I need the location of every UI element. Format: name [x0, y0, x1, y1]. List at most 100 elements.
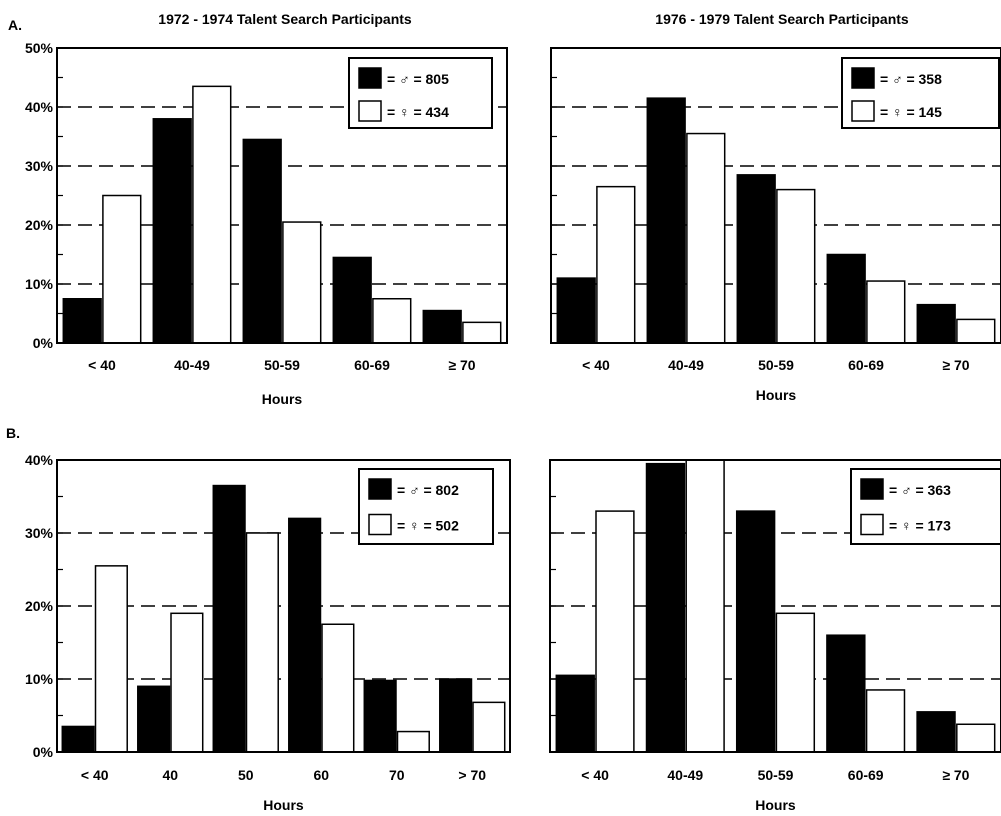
chart-1-ytick-label: 50%	[25, 40, 54, 56]
chart-2-xtick-label: 40-49	[668, 357, 704, 373]
chart-4-bar-female-5	[956, 723, 996, 753]
chart-1-title: 1972 - 1974 Talent Search Participants	[158, 11, 412, 27]
chart-2-xtick-label: ≥ 70	[942, 357, 969, 373]
chart-4-bar-male-3	[735, 510, 776, 753]
chart-3-ytick-label: 20%	[25, 598, 54, 614]
chart-3-bar-female-4	[321, 623, 355, 753]
chart-2-legend-label-male: = ♂ = 358	[880, 71, 942, 87]
chart-3-xtick-label: < 40	[81, 767, 109, 783]
chart-3-xtick-label: 50	[238, 767, 254, 783]
chart-1-xtick-label: < 40	[88, 357, 116, 373]
chart-3-bar-female-6	[472, 701, 506, 753]
chart-1-xlabel: Hours	[262, 391, 303, 407]
chart-4-bar-male-4	[826, 634, 866, 753]
chart-3-plot-frame	[56, 459, 511, 753]
chart-3-xtick-label: 70	[389, 767, 405, 783]
chart-3-bar-male-6	[439, 678, 473, 753]
chart-4-legend-label-male: = ♂ = 363	[889, 482, 951, 498]
chart-1-bar-female-1	[102, 194, 142, 344]
chart-4-bar-male-2	[645, 462, 686, 753]
chart-3-xtick-label: > 70	[458, 767, 486, 783]
chart-1-xtick-label: 40-49	[174, 357, 210, 373]
chart-3-bar-female-2	[170, 612, 204, 753]
chart-4-bar-male-5	[916, 711, 956, 753]
chart-3-bar-male-3	[212, 484, 246, 753]
chart-4-xtick-label: 40-49	[667, 767, 703, 783]
chart-3-bar-male-5	[363, 679, 397, 753]
chart-4-xtick-label: ≥ 70	[942, 767, 969, 783]
chart-2-bar-male-2	[646, 97, 686, 344]
chart-4-legend-swatch-male	[860, 478, 884, 500]
chart-2-bar-male-3	[736, 174, 776, 344]
chart-3-xlabel: Hours	[263, 797, 304, 813]
chart-4: < 40 40-49 50-59 60-69 ≥ 70 Hours = ♂ = 363 = ♀…	[549, 459, 1001, 813]
chart-3-bar-female-5	[396, 730, 430, 753]
chart-1-ytick-label: 20%	[25, 217, 54, 233]
chart-2-bar-male-1	[556, 277, 596, 344]
chart-4-xtick-label: 60-69	[848, 767, 884, 783]
chart-2-xlabel: Hours	[756, 387, 797, 403]
chart-4-legend-label-female: = ♀ = 173	[889, 518, 951, 534]
chart-1-plot-frame	[56, 47, 508, 344]
chart-1-ytick-label: 40%	[25, 99, 54, 115]
chart-2-title: 1976 - 1979 Talent Search Participants	[655, 11, 909, 27]
chart-3-legend-swatch-male	[368, 478, 392, 500]
chart-1-bar-male-4	[332, 256, 372, 344]
chart-3-ytick-label: 0%	[33, 744, 54, 760]
chart-4-xlabel: Hours	[755, 797, 796, 813]
chart-1-bar-female-2	[192, 85, 232, 344]
chart-3-legend-label-male: = ♂ = 802	[397, 482, 459, 498]
chart-1-ytick-label: 0%	[33, 335, 54, 351]
chart-3-xtick-label: 40	[162, 767, 178, 783]
chart-1-bar-female-5	[462, 321, 502, 344]
chart-2-bar-male-5	[916, 303, 956, 344]
chart-2-legend-label-female: = ♀ = 145	[880, 104, 942, 120]
chart-1-bar-male-5	[422, 309, 462, 344]
chart-2-legend-swatch-male	[851, 67, 875, 89]
chart-2-bar-female-2	[686, 132, 726, 344]
chart-4-bar-female-4	[865, 689, 906, 753]
chart-1-bar-male-3	[242, 138, 282, 344]
chart-3-bar-female-1	[94, 565, 128, 753]
chart-1-ytick-label: 10%	[25, 276, 54, 292]
chart-1-xtick-label: 60-69	[354, 357, 390, 373]
chart-3: < 40 40 50 60 70 > 70 0% 10% 20% 30% 40% Hours = ♂ =…	[25, 452, 511, 813]
chart-2-xtick-label: 60-69	[848, 357, 884, 373]
chart-4-plot-frame	[549, 459, 1001, 753]
chart-2-bar-female-1	[596, 185, 636, 344]
chart-2-bar-male-4	[826, 253, 866, 344]
chart-2-xtick-label: < 40	[582, 357, 610, 373]
chart-1-legend-swatch-male	[358, 67, 382, 89]
chart-2-legend-swatch-female	[851, 100, 875, 122]
chart-4-legend-swatch-female	[860, 513, 884, 536]
chart-1-ytick-label: 30%	[25, 158, 54, 174]
chart-1-xtick-label: 50-59	[264, 357, 300, 373]
chart-1-bar-male-1	[62, 298, 102, 344]
chart-1-legend-label-female: = ♀ = 434	[387, 104, 449, 120]
chart-3-ytick-label: 40%	[25, 452, 54, 468]
chart-2-xtick-label: 50-59	[758, 357, 794, 373]
chart-3-bar-female-3	[245, 532, 279, 753]
chart-1: 1972 - 1974 Talent Search Participants < …	[25, 11, 508, 407]
chart-4-bar-female-2	[685, 459, 725, 753]
charts-container: 1972 - 1974 Talent Search Participants < …	[25, 11, 1001, 813]
chart-1-bar-male-2	[152, 118, 192, 344]
chart-3-legend-swatch-female	[368, 513, 392, 536]
chart-1-xtick-label: ≥ 70	[448, 357, 475, 373]
chart-3-bar-male-4	[288, 517, 322, 753]
chart-3-bar-male-1	[61, 725, 95, 753]
chart-4-bar-female-3	[775, 612, 816, 753]
chart-4-xtick-label: 50-59	[758, 767, 794, 783]
chart-2-bar-female-4	[866, 280, 906, 344]
chart-3-ytick-label: 10%	[25, 671, 54, 687]
chart-4-bar-female-1	[595, 510, 635, 753]
chart-2-plot-frame	[550, 47, 1001, 344]
panel-label-a: A.	[8, 17, 22, 33]
chart-3-legend-label-female: = ♀ = 502	[397, 518, 459, 534]
panel-label-b: B.	[6, 425, 20, 441]
chart-2-bar-female-5	[956, 318, 996, 344]
chart-3-ytick-label: 30%	[25, 525, 54, 541]
chart-2-bar-female-3	[776, 188, 816, 344]
chart-4-bar-male-1	[555, 674, 595, 753]
